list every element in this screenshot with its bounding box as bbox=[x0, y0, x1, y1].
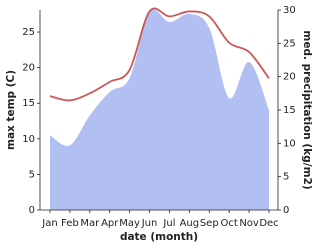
precipitation-area bbox=[50, 9, 269, 210]
temp-line bbox=[49, 7, 270, 102]
x-tick-label: Mar bbox=[80, 218, 100, 229]
x-tick-label: Jan bbox=[41, 218, 57, 229]
y-tick-label: 5 bbox=[29, 169, 35, 180]
x-tick-label: Nov bbox=[239, 218, 259, 229]
x-tick-label: Dec bbox=[259, 218, 278, 229]
y2-tick-label: 25 bbox=[283, 38, 296, 49]
y-tick-label: 15 bbox=[22, 98, 35, 109]
x-tick-label: Apr bbox=[101, 218, 119, 229]
x-tick-label: Jul bbox=[162, 218, 175, 229]
y2-tick-label: 30 bbox=[283, 5, 296, 16]
y2-tick-label: 5 bbox=[283, 172, 289, 183]
y-tick-label: 20 bbox=[22, 63, 35, 74]
x-axis-label: date (month) bbox=[120, 231, 198, 243]
x-tick-label: May bbox=[119, 218, 140, 229]
y2-tick-label: 15 bbox=[283, 105, 296, 116]
x-tick-label: Feb bbox=[61, 218, 79, 229]
y-tick-label: 10 bbox=[22, 134, 35, 145]
y2-tick-label: 10 bbox=[283, 138, 296, 149]
x-tick-label: Sep bbox=[200, 218, 219, 229]
y2-axis-label: med. precipitation (kg/m2) bbox=[301, 30, 313, 189]
y-axis-label: max temp (C) bbox=[5, 70, 17, 150]
y-tick-label: 0 bbox=[29, 205, 35, 216]
y-tick-label: 25 bbox=[22, 27, 35, 38]
y2-tick-label: 20 bbox=[283, 72, 296, 83]
x-tick-label: Oct bbox=[221, 218, 238, 229]
y2-tick-label: 0 bbox=[283, 205, 289, 216]
x-tick-label: Aug bbox=[180, 218, 200, 229]
x-tick-label: Jun bbox=[141, 218, 158, 229]
